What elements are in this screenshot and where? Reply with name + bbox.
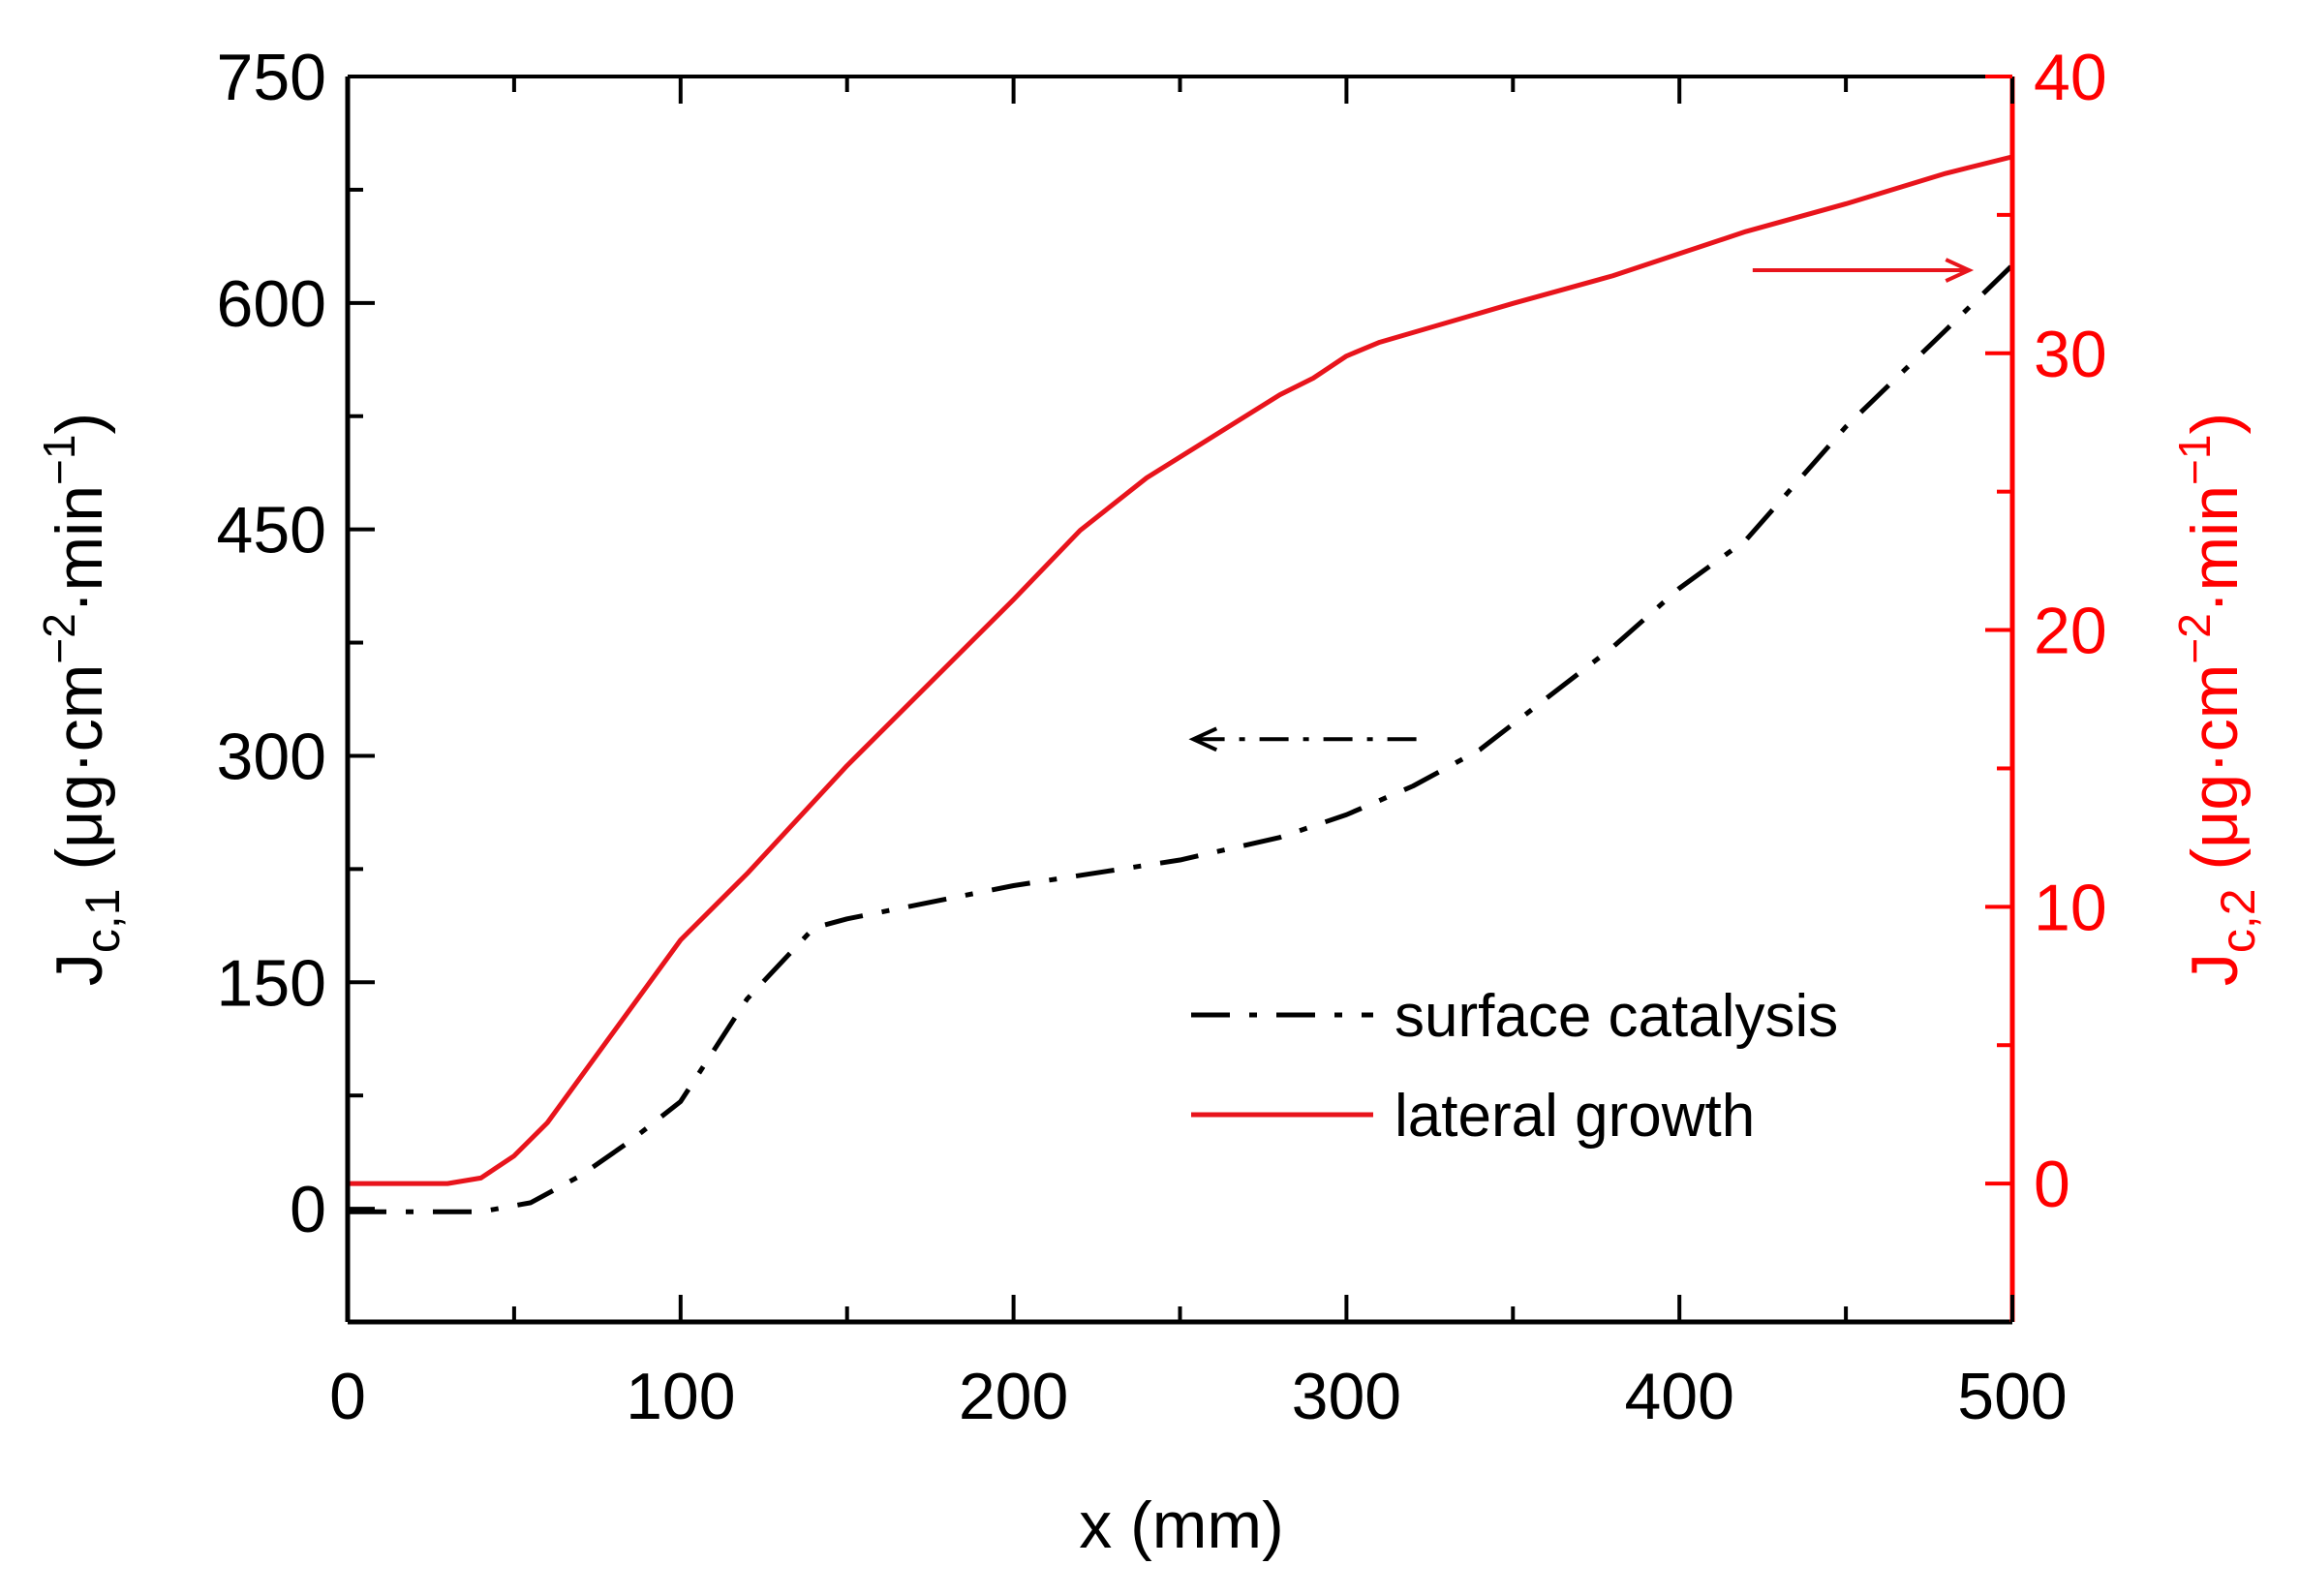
label-part: c,2 xyxy=(2211,888,2265,953)
plot-area xyxy=(348,154,2014,1214)
legend-label: lateral growth xyxy=(1395,1083,1755,1150)
label-part: ) xyxy=(2178,413,2252,435)
label-part: −1 xyxy=(2169,435,2220,485)
label-part: (μg·cm xyxy=(2178,664,2252,889)
label-part: ·min xyxy=(43,485,116,613)
label-part: −2 xyxy=(34,613,84,663)
x-tick-label: 100 xyxy=(626,1360,735,1433)
left-y-tick-label: 0 xyxy=(290,1173,326,1246)
left-y-tick-label: 750 xyxy=(217,41,326,114)
left-y-tick-label: 600 xyxy=(217,267,326,341)
right-y-tick-label: 0 xyxy=(2034,1148,2070,1221)
label-part: J xyxy=(43,953,116,986)
right-y-axis-label: Jc,2 (μg·cm−2·min−1) xyxy=(2169,413,2265,986)
right-y-tick-label: 10 xyxy=(2034,871,2107,944)
label-part: c,1 xyxy=(76,888,130,953)
label-part: (μg·cm xyxy=(43,664,116,889)
right-y-tick-label: 20 xyxy=(2034,595,2107,668)
axes: 0 100 200 300 400 500 0 150 300 450 600 750 0 10 20 30 4… xyxy=(217,41,2107,1433)
label-part: ) xyxy=(43,413,116,435)
left-y-tick-label: 300 xyxy=(217,720,326,793)
legend: surface catalysis lateral growth xyxy=(1191,983,1838,1150)
x-tick-label: 500 xyxy=(1957,1360,2067,1433)
legend-label: surface catalysis xyxy=(1395,983,1838,1050)
label-part: −2 xyxy=(2169,613,2220,663)
x-axis-label: x (mm) xyxy=(1079,1489,1283,1562)
arrow-head-icon xyxy=(1188,726,1218,752)
series-line-surface-catalysis xyxy=(348,263,2014,1214)
right-y-tick-label: 40 xyxy=(2034,41,2107,114)
series-line-lateral-growth xyxy=(348,154,2013,1186)
right-y-tick-label: 30 xyxy=(2034,318,2107,391)
label-part: J xyxy=(2178,953,2252,986)
x-tick-label: 400 xyxy=(1624,1360,1733,1433)
x-tick-label: 300 xyxy=(1292,1360,1401,1433)
x-tick-label: 200 xyxy=(959,1360,1068,1433)
arrow-head-icon xyxy=(1945,258,1975,283)
x-tick-label: 0 xyxy=(329,1360,366,1433)
label-part: ·min xyxy=(2178,485,2252,613)
label-part: −1 xyxy=(34,435,84,485)
left-y-axis-label: Jc,1 (μg·cm−2·min−1) xyxy=(34,413,130,986)
left-y-tick-label: 450 xyxy=(217,494,326,568)
left-y-tick-label: 150 xyxy=(217,946,326,1020)
